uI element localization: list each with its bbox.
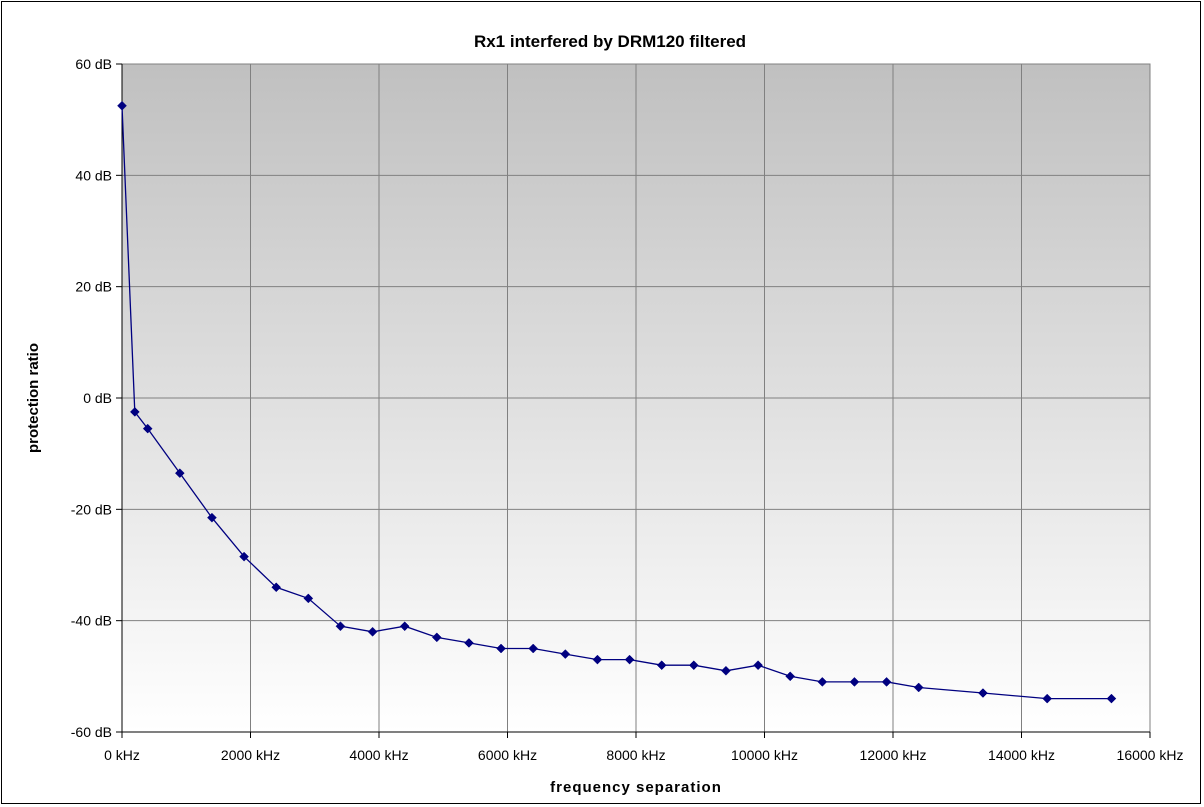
axes [116,63,1151,738]
data-point [399,621,410,632]
x-axis-label: frequency separation [550,779,722,796]
data-point [785,671,796,682]
x-tick-label: 4000 kHz [349,747,408,763]
data-point [335,621,346,632]
data-point [431,632,442,643]
data-point [1106,693,1117,704]
data-point [721,665,731,676]
data-point [913,682,924,693]
data-point [978,688,988,698]
x-tick-labels: 0 kHz 2000 kHz 4000 kHz 6000 kHz 8000 kHz 100… [104,747,1183,763]
y-axis-label: protection ratio [25,343,42,453]
x-tick-label: 10000 kHz [731,747,798,763]
data-point [528,643,539,654]
data-point [239,551,249,562]
data-point [817,677,828,687]
data-point [881,677,892,687]
data-point [367,626,378,637]
y-tick-label: -20 dB [71,501,112,517]
data-point [560,649,571,659]
series-line [121,105,1112,700]
x-tick-label: 12000 kHz [860,747,927,763]
data-point [849,677,860,687]
data-point [117,100,127,111]
chart-title: Rx1 interfered by DRM120 filtered [474,32,746,51]
x-tick-label: 8000 kHz [606,747,665,763]
data-point [129,407,140,417]
gridlines [122,64,1150,732]
series-group [117,100,1117,704]
x-tick-label: 16000 kHz [1117,747,1184,763]
y-tick-labels: 60 dB 40 dB 20 dB 0 dB -20 dB -40 dB -60 dB [71,56,112,740]
y-tick-label: -60 dB [71,724,112,740]
data-point [496,643,506,654]
data-point [753,660,763,671]
x-tick-label: 0 kHz [104,747,140,763]
data-point [688,660,699,671]
y-tick-label: 60 dB [75,56,112,72]
data-point [174,468,185,479]
y-tick-label: -40 dB [71,613,112,629]
data-point [464,638,474,648]
data-point [303,593,314,604]
x-tick-label: 14000 kHz [988,747,1055,763]
data-point [592,654,603,665]
x-tick-label: 2000 kHz [221,747,280,763]
data-point [271,582,282,593]
data-point [142,423,153,434]
data-point [1042,693,1053,704]
y-tick-label: 40 dB [75,167,112,183]
y-tick-label: 20 dB [75,279,112,295]
y-tick-label: 0 dB [83,390,112,406]
data-point [656,660,667,671]
data-point [207,512,217,523]
x-tick-label: 6000 kHz [478,747,537,763]
data-point [624,654,635,665]
